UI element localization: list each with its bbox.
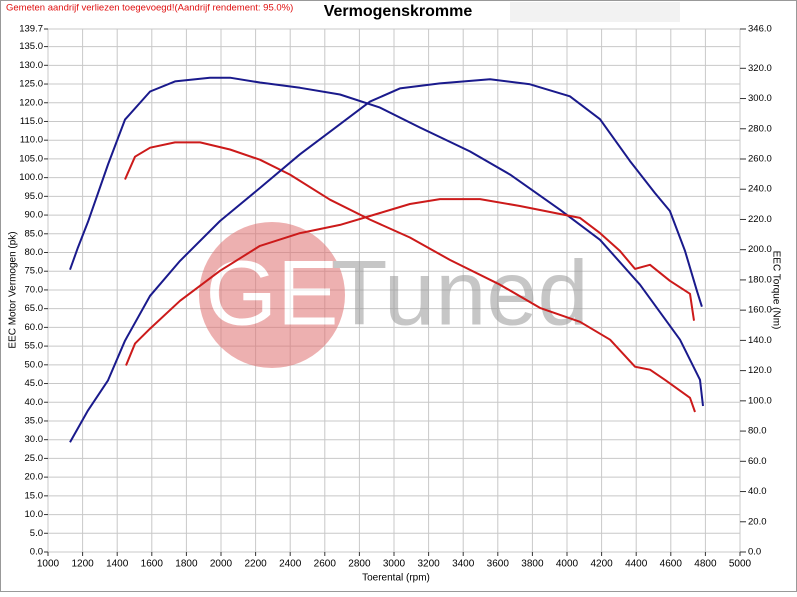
- y-tick-label: 135.0: [19, 41, 43, 52]
- y-tick-label: 120.0: [19, 97, 43, 108]
- y2-tick-label: 100.0: [748, 395, 772, 406]
- y2-tick-label: 346.0: [748, 24, 772, 35]
- y-tick-label: 10.0: [25, 509, 44, 520]
- x-tick-label: 2800: [348, 559, 371, 570]
- x-tick-label: 4000: [556, 559, 579, 570]
- x-tick-label: 2400: [279, 559, 302, 570]
- x-tick-label: 4400: [625, 559, 648, 570]
- y-tick-label: 45.0: [25, 378, 44, 389]
- x-tick-label: 1800: [175, 559, 198, 570]
- y2-tick-label: 120.0: [748, 365, 772, 376]
- y2-tick-label: 200.0: [748, 244, 772, 255]
- y-tick-label: 65.0: [25, 303, 44, 314]
- x-tick-label: 3600: [487, 559, 510, 570]
- note: Gemeten aandrijf verliezen toegevoegd!(A…: [6, 3, 293, 14]
- y-tick-label: 55.0: [25, 341, 44, 352]
- x-tick-label: 5000: [729, 559, 752, 570]
- series-line: [69, 76, 704, 407]
- x-tick-label: 2200: [244, 559, 267, 570]
- y-tick-label: 80.0: [25, 247, 44, 258]
- x-tick-label: 1600: [141, 559, 164, 570]
- y-tick-label: 40.0: [25, 397, 44, 408]
- y-tick-label: 30.0: [25, 434, 44, 445]
- y2-tick-label: 220.0: [748, 214, 772, 225]
- series-line: [69, 78, 703, 443]
- y2-tick-label: 280.0: [748, 123, 772, 134]
- y-tick-label: 95.0: [25, 191, 44, 202]
- y-tick-label: 100.0: [19, 172, 43, 183]
- x-axis-label: Toerental (rpm): [362, 573, 430, 584]
- y2-tick-label: 60.0: [748, 456, 767, 467]
- y-tick-label: 60.0: [25, 322, 44, 333]
- x-tick-label: 3000: [383, 559, 406, 570]
- y-axis-label: EEC Motor Vermogen (pk): [8, 231, 19, 348]
- y-tick-label: 15.0: [25, 490, 44, 501]
- x-tick-label: 1000: [37, 559, 60, 570]
- x-tick-label: 2000: [210, 559, 233, 570]
- series-line: [124, 141, 696, 413]
- y-tick-label: 115.0: [20, 116, 43, 127]
- y2-axis-label: EEC Torque (Nm): [770, 251, 781, 330]
- y2-tick-label: 140.0: [748, 335, 772, 346]
- title-box: [510, 2, 680, 22]
- y-tick-label: 125.0: [19, 79, 43, 90]
- y2-tick-label: 320.0: [748, 63, 772, 74]
- y2-tick-label: 260.0: [748, 154, 772, 165]
- y2-tick-label: 300.0: [748, 93, 772, 104]
- y-tick-label: 110.0: [20, 135, 43, 146]
- x-tick-label: 4800: [694, 559, 717, 570]
- y2-tick-label: 40.0: [748, 486, 767, 497]
- y-tick-label: 70.0: [25, 284, 44, 295]
- watermark-circle-text: GE: [206, 242, 339, 344]
- x-tick-label: 3800: [521, 559, 544, 570]
- y-tick-label: 25.0: [25, 453, 44, 464]
- y-tick-label: 90.0: [25, 210, 44, 221]
- y2-tick-label: 80.0: [748, 426, 767, 437]
- series-line: [125, 198, 695, 366]
- y2-tick-label: 180.0: [748, 274, 772, 285]
- y-tick-label: 20.0: [25, 472, 44, 483]
- y-tick-label: 50.0: [25, 359, 44, 370]
- y-tick-label: 75.0: [25, 266, 44, 277]
- watermark: GE Tuned: [199, 222, 589, 368]
- x-tick-label: 1200: [71, 559, 94, 570]
- x-tick-label: 1400: [106, 559, 129, 570]
- y-tick-label: 85.0: [25, 228, 44, 239]
- y2-tick-label: 160.0: [748, 305, 772, 316]
- watermark-circle: [199, 222, 345, 368]
- y2-tick-label: 20.0: [748, 516, 767, 527]
- y-tick-label: 130.0: [19, 60, 43, 71]
- x-tick-label: 4200: [590, 559, 613, 570]
- chart-title: Vermogenskromme: [324, 3, 473, 20]
- y-tick-label: 105.0: [19, 153, 43, 164]
- watermark-text: Tuned: [331, 242, 588, 344]
- y-tick-label: 0.0: [30, 547, 43, 558]
- x-tick-label: 2600: [314, 559, 337, 570]
- y2-tick-label: 0.0: [748, 547, 761, 558]
- y-tick-label: 139.7: [19, 24, 43, 35]
- x-tick-label: 3200: [417, 559, 440, 570]
- y-tick-label: 5.0: [30, 528, 43, 539]
- y2-tick-label: 240.0: [748, 184, 772, 195]
- x-tick-label: 3400: [452, 559, 475, 570]
- y-tick-label: 35.0: [25, 415, 44, 426]
- x-tick-label: 4600: [660, 559, 683, 570]
